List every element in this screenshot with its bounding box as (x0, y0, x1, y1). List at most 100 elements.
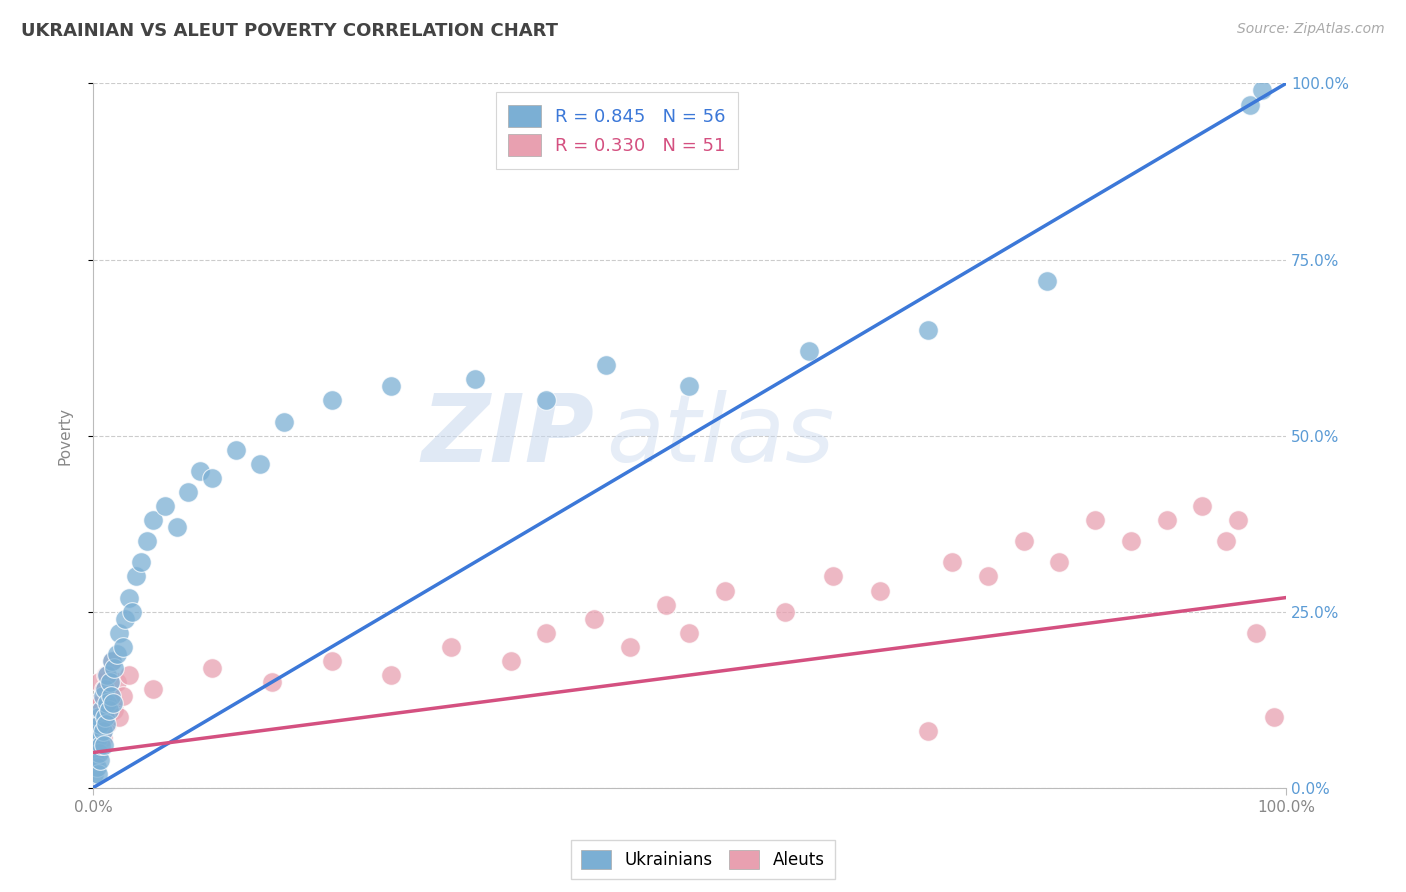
Point (83, 753, 105, 767)
Point (100, 696, 122, 710)
Point (273, 415, 295, 429)
Point (321, 654, 343, 668)
Point (1084, 513, 1107, 527)
Point (773, 605, 796, 619)
Text: atlas: atlas (606, 390, 834, 481)
Point (321, 393, 343, 408)
Point (917, 724, 939, 739)
Point (87, 746, 110, 760)
Point (103, 661, 125, 675)
Point (87, 766, 110, 780)
Point (1244, 625, 1267, 640)
Point (101, 654, 124, 668)
Point (917, 323, 939, 337)
Point (125, 569, 148, 583)
Point (111, 689, 134, 703)
Point (100, 689, 122, 703)
Point (111, 640, 134, 654)
Point (201, 471, 224, 485)
Point (94, 710, 117, 724)
Point (121, 605, 143, 619)
Legend: R = 0.845   N = 56, R = 0.330   N = 51: R = 0.845 N = 56, R = 0.330 N = 51 (496, 93, 738, 169)
Point (714, 583, 737, 598)
Point (91, 689, 114, 703)
Point (1251, 83, 1274, 97)
Point (86, 759, 108, 773)
Point (94, 717, 117, 731)
Point (89, 717, 111, 731)
Point (90, 696, 112, 710)
Point (93, 682, 115, 697)
Point (96, 696, 118, 710)
Point (96, 668, 118, 682)
Y-axis label: Poverty: Poverty (58, 407, 72, 465)
Point (101, 654, 124, 668)
Point (142, 682, 165, 697)
Point (94, 668, 117, 682)
Point (225, 442, 247, 457)
Point (1036, 274, 1059, 288)
Point (87, 710, 110, 724)
Point (103, 703, 125, 717)
Point (94, 710, 117, 724)
Point (977, 569, 1000, 583)
Point (1119, 534, 1142, 549)
Point (129, 555, 152, 569)
Point (153, 499, 176, 513)
Text: UKRAINIAN VS ALEUT POVERTY CORRELATION CHART: UKRAINIAN VS ALEUT POVERTY CORRELATION C… (21, 22, 558, 40)
Point (90, 739, 112, 753)
Point (84, 724, 107, 739)
Point (96, 717, 118, 731)
Point (869, 583, 891, 598)
Point (114, 612, 136, 626)
Point (1215, 534, 1237, 549)
Point (118, 668, 141, 682)
Point (440, 640, 463, 654)
Point (190, 464, 212, 478)
Point (464, 372, 486, 386)
Point (87, 731, 110, 746)
Point (94, 682, 117, 697)
Point (380, 668, 402, 682)
Point (499, 654, 522, 668)
Point (821, 569, 844, 583)
Point (1239, 97, 1261, 112)
Point (166, 520, 188, 534)
Point (1156, 513, 1178, 527)
Point (177, 485, 200, 500)
Point (87, 746, 110, 760)
Point (1263, 710, 1285, 724)
Point (97, 703, 120, 717)
Point (89, 724, 111, 739)
Legend: Ukrainians, Aleuts: Ukrainians, Aleuts (571, 840, 835, 880)
Point (654, 598, 676, 612)
Point (105, 675, 128, 690)
Point (941, 555, 963, 569)
Point (83, 766, 105, 780)
Point (98, 675, 121, 690)
Point (249, 457, 271, 471)
Point (87, 675, 110, 690)
Point (536, 625, 558, 640)
Point (103, 696, 125, 710)
Point (201, 661, 224, 675)
Point (797, 344, 820, 359)
Point (142, 513, 165, 527)
Point (595, 358, 617, 372)
Point (86, 724, 108, 739)
Point (105, 647, 128, 661)
Point (1227, 513, 1250, 527)
Point (91, 731, 114, 746)
Point (86, 696, 108, 710)
Point (536, 393, 558, 408)
Point (583, 612, 606, 626)
Point (135, 534, 157, 549)
Point (93, 739, 115, 753)
Point (90, 703, 112, 717)
Point (678, 379, 700, 393)
Point (87, 710, 110, 724)
Point (97, 689, 120, 703)
Point (260, 675, 283, 690)
Text: Source: ZipAtlas.com: Source: ZipAtlas.com (1237, 22, 1385, 37)
Point (1191, 499, 1213, 513)
